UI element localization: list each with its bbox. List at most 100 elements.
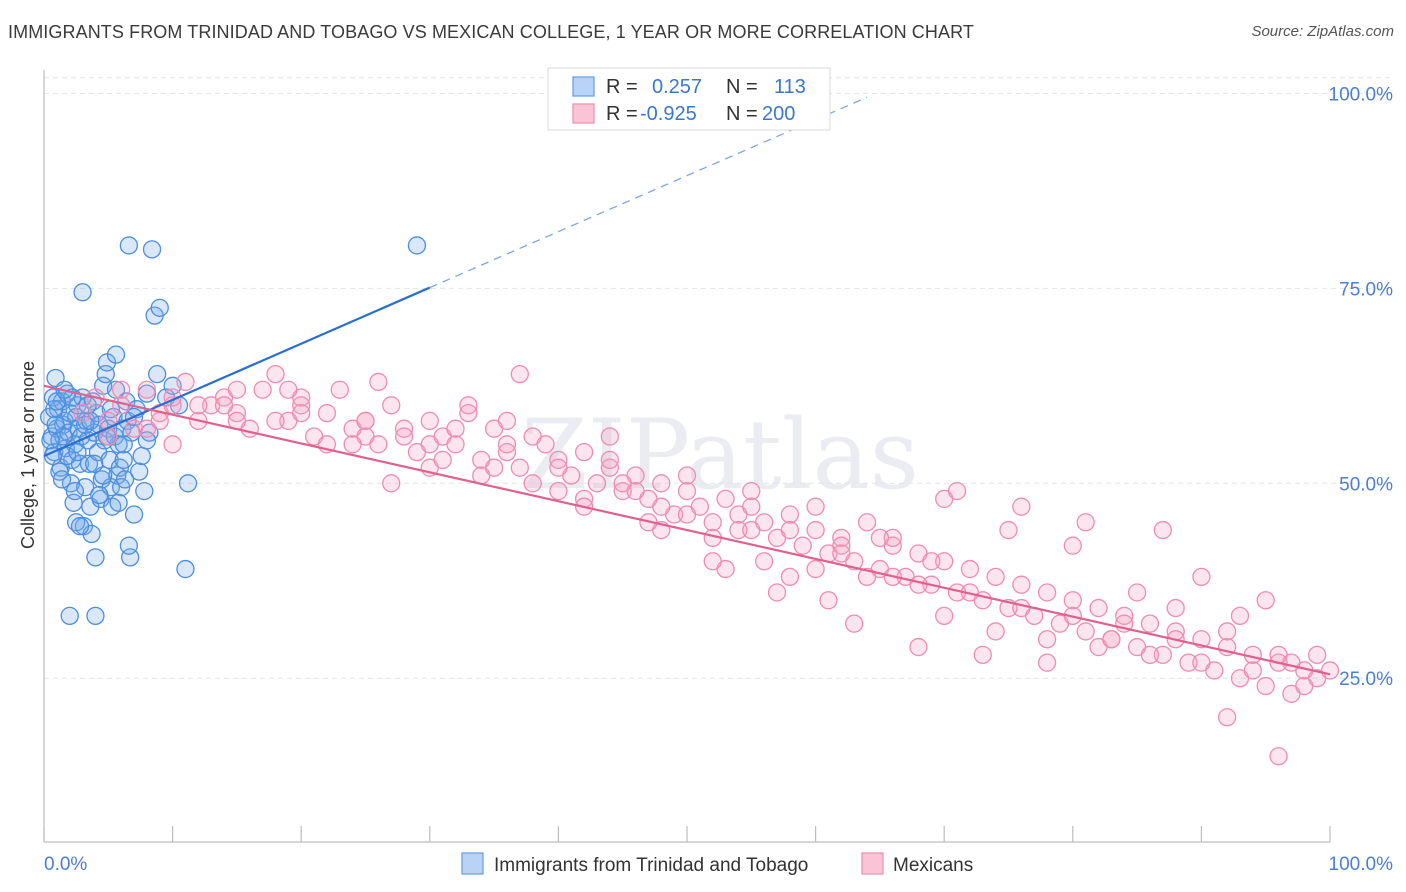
data-point-mexicans xyxy=(549,458,568,477)
data-point-mexicans xyxy=(1076,622,1095,641)
data-point-mexicans xyxy=(1076,513,1095,532)
legend-n-value-1: 113 xyxy=(774,76,806,98)
data-point-trinidad xyxy=(142,240,162,259)
data-point-mexicans xyxy=(767,583,787,602)
data-point-mexicans xyxy=(1012,598,1031,618)
legend-r-value-1: 0.257 xyxy=(652,76,702,98)
data-point-mexicans xyxy=(1037,630,1057,649)
data-point-trinidad xyxy=(150,298,169,317)
data-point-mexicans xyxy=(382,474,401,493)
data-point-mexicans xyxy=(497,435,517,454)
data-point-mexicans xyxy=(600,458,619,477)
y-tick-label: 75.0% xyxy=(1339,279,1393,300)
gridlines xyxy=(44,77,1394,679)
data-point-mexicans xyxy=(819,591,838,610)
data-point-mexicans xyxy=(536,435,555,454)
data-point-mexicans xyxy=(1282,653,1301,672)
data-point-mexicans xyxy=(1179,653,1198,672)
data-point-mexicans xyxy=(343,435,362,454)
data-point-mexicans xyxy=(677,481,697,501)
data-point-mexicans xyxy=(1295,676,1314,696)
data-point-mexicans xyxy=(870,528,890,548)
data-point-trinidad xyxy=(135,481,154,501)
data-point-trinidad xyxy=(114,435,133,454)
legend-n-label-1: N = xyxy=(726,76,758,98)
data-point-mexicans xyxy=(549,450,568,470)
data-point-trinidad xyxy=(52,470,72,489)
data-point-mexicans xyxy=(1012,497,1031,516)
data-point-mexicans xyxy=(999,520,1018,540)
data-point-mexicans xyxy=(510,458,529,477)
legend-n-label-2: N = xyxy=(726,103,758,125)
data-point-mexicans xyxy=(613,474,632,493)
data-point-mexicans xyxy=(394,427,414,446)
data-point-trinidad xyxy=(106,345,126,364)
data-point-mexicans xyxy=(986,567,1005,587)
data-point-mexicans xyxy=(1063,591,1082,610)
data-point-mexicans xyxy=(266,364,285,384)
data-point-trinidad xyxy=(148,364,167,384)
data-point-mexicans xyxy=(214,396,234,415)
data-point-trinidad xyxy=(115,470,135,489)
data-point-mexicans xyxy=(909,637,928,657)
data-point-trinidad xyxy=(90,485,109,505)
bottom-legend-swatch-pink xyxy=(861,852,884,875)
chart-title: IMMIGRANTS FROM TRINIDAD AND TOBAGO VS M… xyxy=(8,22,974,42)
data-point-mexicans xyxy=(549,481,568,501)
data-point-mexicans xyxy=(279,380,298,399)
data-point-mexicans xyxy=(292,396,311,415)
data-point-trinidad xyxy=(176,559,195,579)
data-point-mexicans xyxy=(459,396,478,415)
data-point-mexicans xyxy=(1230,606,1250,626)
data-point-mexicans xyxy=(459,403,478,423)
data-point-mexicans xyxy=(1269,747,1288,766)
data-point-mexicans xyxy=(330,380,349,399)
data-point-mexicans xyxy=(793,536,812,555)
data-point-mexicans xyxy=(960,559,980,579)
data-point-mexicans xyxy=(1320,661,1340,680)
data-point-mexicans xyxy=(677,466,697,485)
data-point-mexicans xyxy=(845,614,864,633)
y-axis-label: College, 1 year or more xyxy=(18,361,38,549)
data-point-trinidad xyxy=(70,517,90,536)
data-point-mexicans xyxy=(806,520,825,540)
trendline-trinidad xyxy=(43,286,431,458)
data-point-mexicans xyxy=(716,489,735,509)
data-point-mexicans xyxy=(1115,606,1134,626)
series-mexicans-points xyxy=(73,364,1340,766)
data-point-mexicans xyxy=(1153,645,1172,664)
data-point-mexicans xyxy=(484,458,504,477)
data-point-mexicans xyxy=(780,505,800,524)
series-legend: Immigrants from Trinidad and Tobago Mexi… xyxy=(461,852,973,876)
data-point-mexicans xyxy=(510,364,529,384)
data-point-trinidad xyxy=(41,431,60,450)
data-point-mexicans xyxy=(420,411,439,431)
data-point-mexicans xyxy=(1037,583,1057,602)
data-point-mexicans xyxy=(1217,622,1237,641)
data-point-trinidad xyxy=(132,446,151,466)
y-tick-label: 100.0% xyxy=(1329,84,1394,105)
data-point-mexicans xyxy=(742,520,761,540)
data-point-trinidad xyxy=(46,415,65,434)
data-point-trinidad xyxy=(130,462,149,481)
x-tick-label-min: 0.0% xyxy=(44,854,87,875)
data-point-mexicans xyxy=(1140,645,1160,664)
legend-n-value-2: 200 xyxy=(762,103,795,125)
data-point-trinidad xyxy=(124,505,144,524)
bottom-legend-label-trinidad: Immigrants from Trinidad and Tobago xyxy=(494,855,808,876)
data-point-mexicans xyxy=(935,606,954,626)
data-point-mexicans xyxy=(922,552,941,571)
legend-swatch-blue xyxy=(572,76,595,97)
data-point-mexicans xyxy=(742,481,761,501)
data-point-mexicans xyxy=(1166,598,1185,618)
data-point-mexicans xyxy=(703,552,722,571)
bottom-legend-swatch-blue xyxy=(461,852,484,875)
data-point-mexicans xyxy=(317,403,337,423)
data-point-mexicans xyxy=(832,536,851,555)
data-point-mexicans xyxy=(227,380,247,399)
data-point-mexicans xyxy=(292,403,311,423)
legend-r-label-2: R = xyxy=(606,103,638,125)
data-point-mexicans xyxy=(137,380,157,399)
data-point-mexicans xyxy=(150,411,169,431)
